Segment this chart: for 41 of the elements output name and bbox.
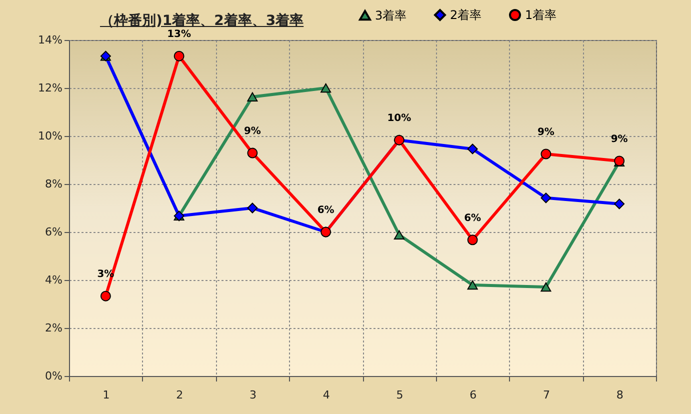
chart-title: （枠番別)1着率、2着率、3着率 <box>100 12 304 30</box>
y-tick-label: 12% <box>38 82 62 94</box>
y-tick-label: 10% <box>38 130 62 142</box>
data-label: 9% <box>537 127 554 138</box>
y-tick-label: 0% <box>45 370 62 382</box>
point <box>100 290 111 302</box>
data-label: 10% <box>387 113 412 124</box>
x-tick-label: 3 <box>249 388 256 402</box>
legend-label: 3着率 <box>375 8 407 22</box>
point <box>614 198 625 210</box>
point <box>540 192 552 204</box>
x-tick-label: 1 <box>102 388 110 402</box>
y-tick-label: 6% <box>45 226 62 238</box>
point <box>247 202 258 214</box>
point <box>540 282 552 292</box>
y-tick-label: 8% <box>45 178 62 190</box>
data-label: 13% <box>167 29 192 40</box>
data-label: 9% <box>610 134 628 145</box>
point <box>320 83 332 93</box>
y-tick-label: 2% <box>45 322 62 334</box>
x-tick-label: 7 <box>542 388 550 402</box>
x-tick-label: 8 <box>616 388 624 402</box>
point <box>540 148 552 160</box>
y-tick-label: 14% <box>38 34 62 46</box>
data-label: 6% <box>317 205 334 216</box>
x-tick-label: 4 <box>322 388 330 402</box>
point <box>467 144 478 154</box>
data-label: 9% <box>244 126 261 138</box>
point <box>394 230 404 240</box>
legend-label: 1着率 <box>525 8 557 22</box>
point <box>247 92 258 102</box>
point <box>467 280 478 290</box>
y-tick-label: 4% <box>45 274 62 286</box>
x-tick-label: 6 <box>470 388 477 402</box>
point <box>467 234 478 246</box>
legend-label: 2着率 <box>450 8 482 22</box>
point <box>174 50 184 62</box>
data-label: 6% <box>464 212 482 224</box>
point <box>247 148 258 158</box>
x-tick-label: 2 <box>176 388 184 402</box>
x-tick-label: 5 <box>396 388 404 402</box>
